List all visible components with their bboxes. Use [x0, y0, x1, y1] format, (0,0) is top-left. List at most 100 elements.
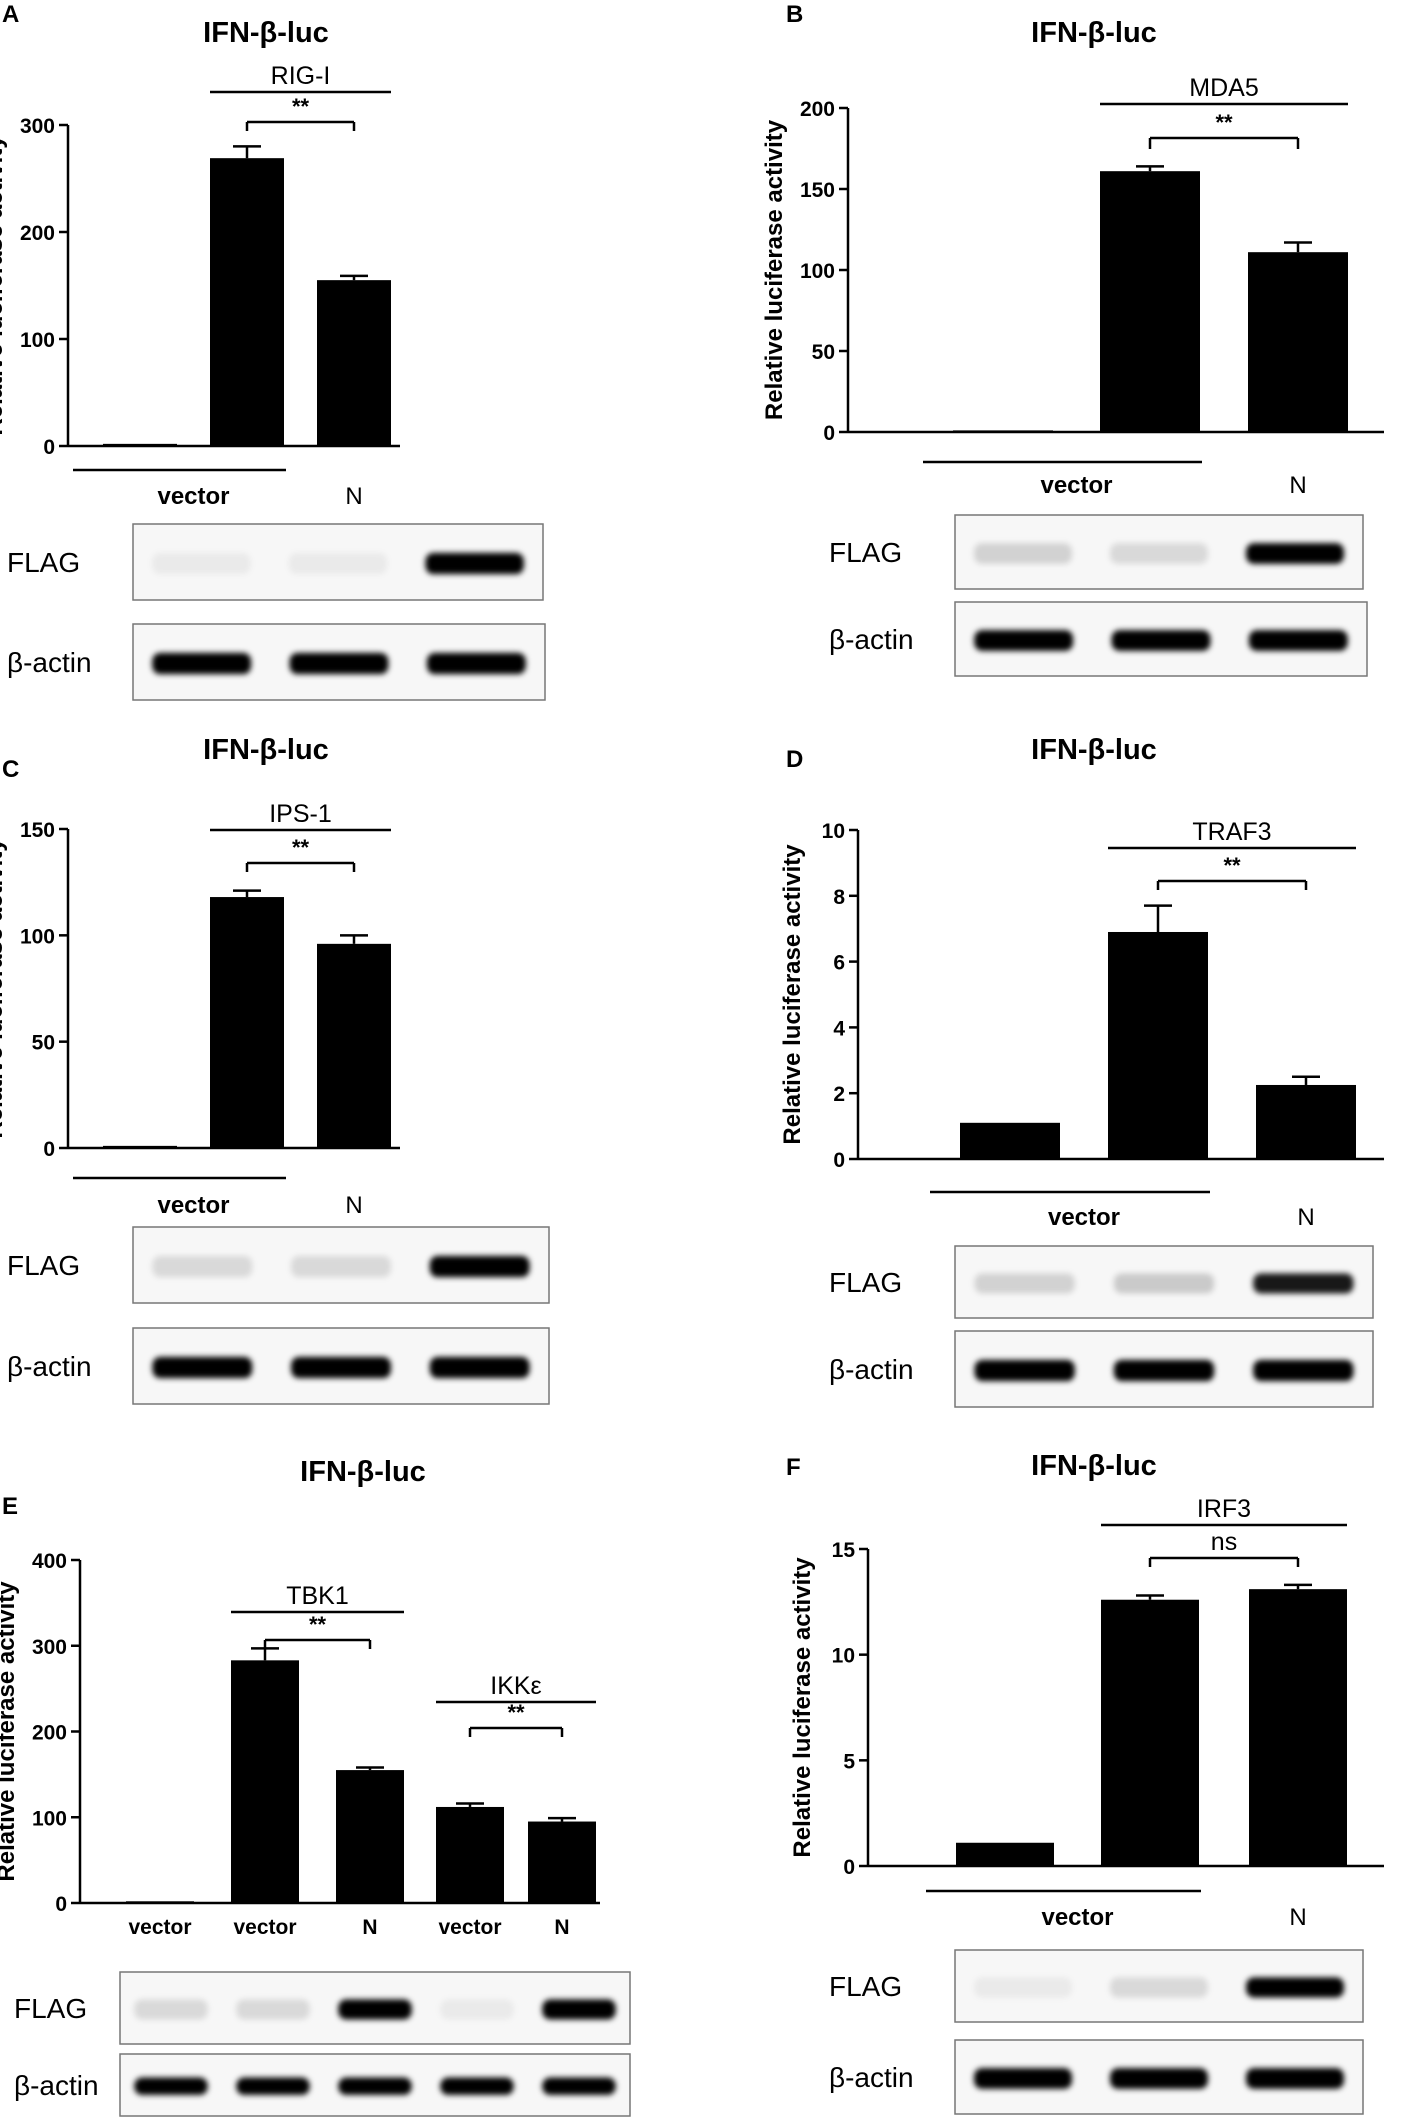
y-axis-label: Relative luciferase activity	[0, 135, 8, 436]
flag-band	[440, 1999, 514, 2020]
y-tick-label: 50	[32, 1032, 55, 1055]
chart-title: IFN-β-luc	[1031, 1450, 1157, 1482]
panel-e: E IFN-β-luc Relative luciferase activity 0 1…	[0, 1456, 631, 2117]
group-label: vector	[1041, 1904, 1113, 1931]
group-label: vector	[157, 483, 229, 510]
actin-band	[1248, 630, 1348, 651]
actin-band	[974, 630, 1074, 651]
actin-blot-label: β-actin	[14, 2070, 99, 2101]
flag-band	[974, 1273, 1075, 1294]
panel-letter: F	[786, 1454, 801, 1481]
y-tick-label: 8	[833, 886, 845, 909]
bar	[1249, 1589, 1347, 1866]
panel-letter: A	[2, 1, 19, 28]
significance-label: **	[1223, 853, 1241, 878]
significance-label: **	[292, 835, 310, 860]
panel-b: B IFN-β-luc Relative luciferase activity 0 5…	[761, 1, 1384, 677]
bar	[953, 430, 1053, 432]
bracket-label: ns	[1211, 1528, 1237, 1556]
bar	[210, 897, 284, 1148]
y-tick-label: 300	[20, 115, 55, 138]
actin-band	[338, 2077, 412, 2095]
actin-blot-label: β-actin	[7, 647, 92, 678]
flag-band	[134, 1999, 208, 2020]
group-label: N	[345, 1192, 362, 1219]
actin-band	[134, 2077, 208, 2095]
actin-band	[291, 1356, 391, 1379]
bar	[317, 280, 391, 446]
y-tick-label: 10	[832, 1645, 855, 1668]
group-label: N	[1289, 1904, 1306, 1931]
y-axis-label: Relative luciferase activity	[761, 119, 788, 420]
flag-blot-label: FLAG	[829, 1971, 902, 2002]
y-tick-label: 0	[43, 436, 55, 459]
bracket-label: TRAF3	[1192, 818, 1271, 846]
flag-band	[1113, 1273, 1215, 1294]
actin-band	[429, 1356, 530, 1379]
x-category-label: vector	[233, 1916, 296, 1939]
flag-blot-label: FLAG	[14, 1993, 87, 2024]
y-axis-label: Relative luciferase activity	[0, 838, 8, 1139]
significance-label: **	[507, 1700, 525, 1725]
y-tick-label: 100	[32, 1807, 67, 1830]
actin-blot-label: β-actin	[829, 2062, 914, 2093]
panel-letter: E	[2, 1493, 18, 1520]
y-tick-label: 6	[833, 952, 845, 975]
panel-letter: B	[786, 1, 803, 28]
bar	[1248, 252, 1348, 432]
flag-band	[1110, 1977, 1208, 1998]
flag-band	[974, 543, 1072, 564]
chart-title: IFN-β-luc	[203, 17, 329, 49]
y-tick-label: 200	[32, 1722, 67, 1745]
y-tick-label: 150	[20, 819, 55, 842]
actin-band	[1113, 1359, 1215, 1382]
group-label: N	[1289, 472, 1306, 499]
y-tick-label: 0	[55, 1893, 67, 1916]
y-tick-label: 200	[20, 222, 55, 245]
flag-band	[291, 1255, 391, 1278]
bar	[103, 1145, 177, 1148]
flag-blot-label: FLAG	[829, 537, 902, 568]
group-label: vector	[1048, 1204, 1120, 1231]
panel-letter: C	[2, 756, 19, 783]
panel-d: D IFN-β-luc Relative luciferase activity 0 2…	[779, 734, 1384, 1408]
flag-band	[974, 1977, 1072, 1998]
y-tick-label: 100	[20, 329, 55, 352]
bracket-label: IKKε	[490, 1672, 541, 1700]
y-tick-label: 0	[823, 422, 835, 445]
flag-band	[152, 552, 251, 575]
bar	[210, 158, 284, 447]
actin-band	[1253, 1359, 1354, 1382]
actin-band	[152, 1356, 253, 1379]
x-category-label: N	[362, 1916, 377, 1939]
bar	[103, 443, 177, 446]
bar	[960, 1122, 1060, 1159]
actin-blot-label: β-actin	[829, 1354, 914, 1385]
bracket-label: MDA5	[1189, 74, 1258, 102]
group-label: vector	[1040, 472, 1112, 499]
y-axis-label: Relative luciferase activity	[779, 844, 806, 1145]
y-axis-label: Relative luciferase activity	[789, 1557, 816, 1858]
y-tick-label: 0	[833, 1149, 845, 1172]
y-tick-label: 10	[822, 820, 845, 843]
flag-band	[1246, 543, 1344, 564]
actin-band	[1110, 2068, 1208, 2089]
bar	[1108, 931, 1208, 1159]
bracket-label: IPS-1	[269, 800, 332, 828]
y-axis-label: Relative luciferase activity	[0, 1581, 20, 1882]
y-tick-label: 100	[20, 925, 55, 948]
group-label: vector	[157, 1192, 229, 1219]
bracket-label: RIG-I	[271, 62, 331, 90]
actin-blot-label: β-actin	[7, 1351, 92, 1382]
panel-f: F IFN-β-luc Relative luciferase activity 0 5…	[786, 1450, 1384, 2115]
bar	[126, 1901, 194, 1903]
y-tick-label: 0	[43, 1138, 55, 1161]
x-category-label: vector	[128, 1916, 191, 1939]
bar	[231, 1660, 299, 1903]
flag-blot-label: FLAG	[7, 547, 80, 578]
group-label: N	[1297, 1204, 1314, 1231]
bracket-label: TBK1	[286, 1582, 349, 1610]
flag-band	[288, 552, 388, 575]
actin-band	[289, 652, 389, 675]
flag-band	[1110, 543, 1208, 564]
